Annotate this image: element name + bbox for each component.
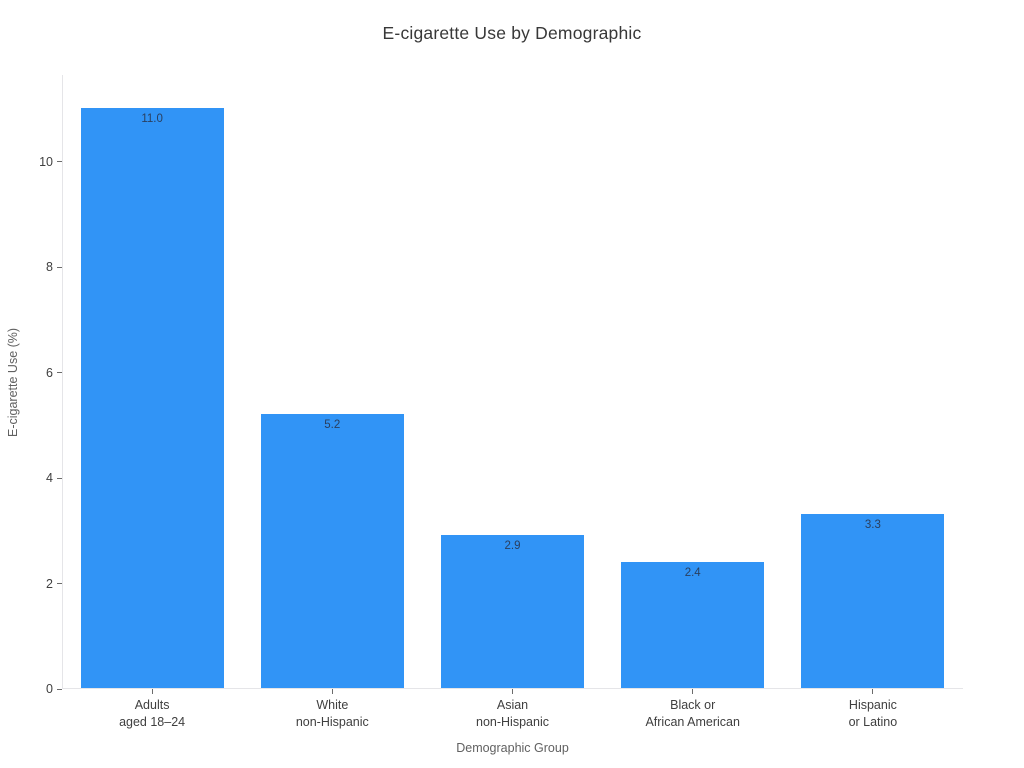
x-tick-label: White non-Hispanic: [295, 698, 369, 729]
y-tick-mark: [57, 583, 62, 585]
y-tick-label: 6: [46, 365, 53, 380]
bar-value-label: 2.4: [684, 566, 701, 579]
x-tick-mark: [692, 689, 694, 694]
y-tick-label: 10: [39, 154, 53, 169]
x-tick-label: Adults aged 18–24: [119, 698, 186, 729]
y-tick-mark: [57, 688, 62, 690]
bar-value-label: 3.3: [864, 519, 881, 532]
x-tick-mark: [872, 689, 874, 694]
y-tick-mark: [57, 372, 62, 374]
bar: 2.4: [621, 561, 765, 688]
y-tick-mark: [57, 477, 62, 479]
y-tick-label: 2: [46, 576, 53, 591]
y-tick-mark: [57, 266, 62, 268]
bar: 5.2: [260, 413, 404, 688]
bar: 11.0: [80, 108, 224, 688]
y-tick-label: 4: [46, 471, 53, 486]
x-tick-mark: [331, 689, 333, 694]
x-axis-title: Demographic Group: [456, 741, 569, 755]
x-axis-line: [62, 688, 963, 689]
plot-area: 0 2 4 6 8 10 11.0 Adults aged 18–24 5.2 White non-H…: [39, 75, 963, 729]
bar-value-label: 5.2: [324, 418, 341, 431]
x-tick-mark: [512, 689, 513, 694]
bar-value-label: 11.0: [141, 113, 163, 126]
x-tick-label: Hispanic or Latino: [848, 698, 898, 729]
y-tick-label: 8: [46, 260, 53, 275]
x-tick-mark: [151, 689, 153, 694]
y-tick-label: 0: [46, 682, 53, 696]
chart-title: E-cigarette Use by Demographic: [382, 23, 642, 43]
bar: 3.3: [801, 514, 945, 688]
x-tick-label: Asian non-Hispanic: [476, 698, 549, 729]
y-tick-mark: [57, 161, 62, 163]
bar-value-label: 2.9: [504, 540, 521, 553]
bar: 2.9: [440, 535, 584, 688]
x-tick-label: Black or African American: [645, 698, 740, 729]
y-axis-line: [62, 75, 63, 689]
